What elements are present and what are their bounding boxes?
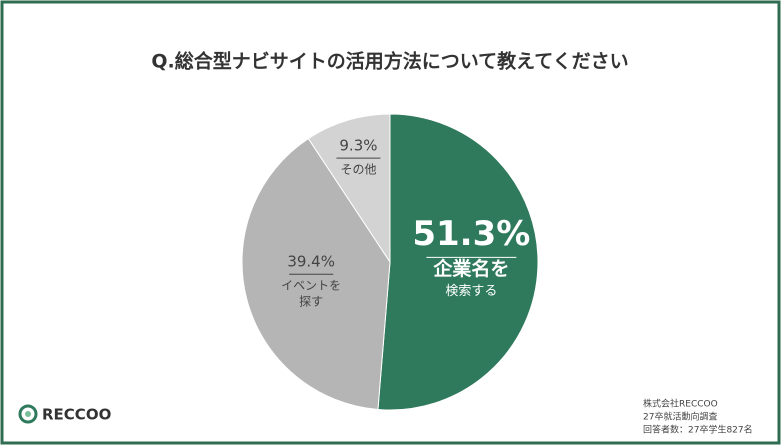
source-note: 株式会社RECCOO (643, 398, 718, 410)
category-label: 検索する (445, 284, 497, 299)
pie-slice (307, 113, 391, 264)
category-label: 企業名を (432, 257, 509, 280)
pie-slice (377, 113, 539, 411)
logo: RECCOO (42, 406, 111, 424)
category-label: イベントを (281, 279, 341, 293)
source-note: 27卒就活動向調査 (643, 411, 717, 423)
category-label: その他 (340, 163, 376, 177)
value-label: 9.3% (339, 137, 377, 155)
category-label: 探す (299, 295, 323, 309)
logo-icon (18, 404, 38, 424)
value-label: 39.4% (287, 253, 335, 271)
value-label: 51.3% (412, 214, 530, 254)
chart-title: Q.総合型ナビサイトの活用方法について教えてください (151, 50, 628, 73)
source-note: 回答者数：27卒学生827名 (643, 424, 753, 436)
